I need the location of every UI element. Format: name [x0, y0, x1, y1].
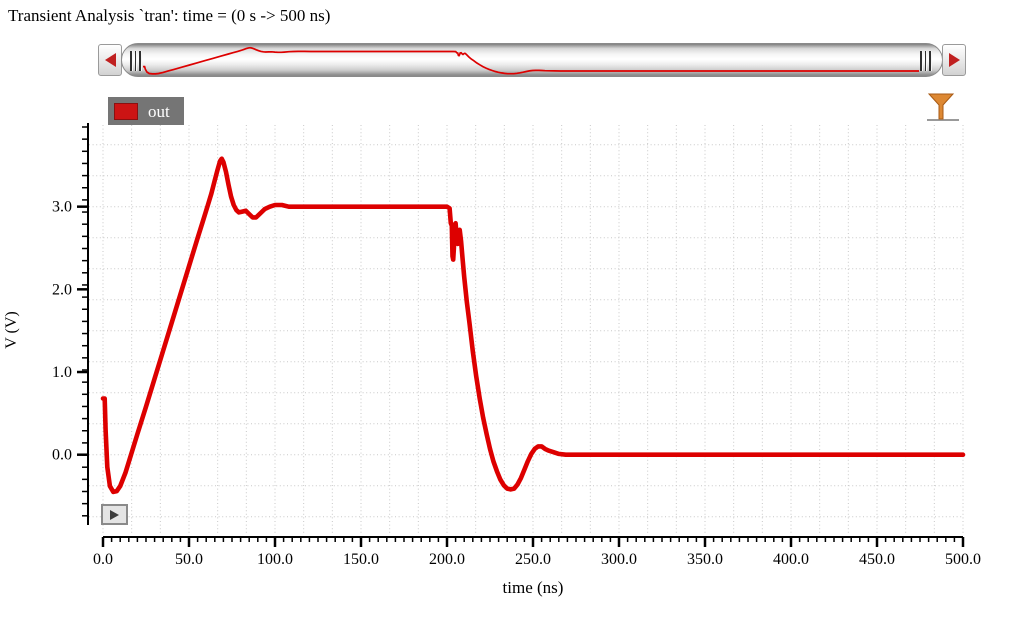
- waveform-out[interactable]: [100, 156, 966, 495]
- x-tick-label: 500.0: [945, 551, 981, 568]
- x-tick-label: 200.0: [429, 551, 465, 568]
- range-left-grip-icon[interactable]: [130, 51, 143, 71]
- window-title: Transient Analysis `tran': time = (0 s -…: [8, 6, 331, 25]
- overview-mini-waveform: [143, 46, 919, 75]
- legend-color-swatch-icon: [114, 102, 138, 120]
- overview-range-slider[interactable]: [121, 43, 943, 77]
- y-tick-label: 3.0: [52, 199, 72, 216]
- range-right-grip-icon[interactable]: [920, 51, 933, 71]
- legend-label: out: [148, 101, 170, 121]
- y-tick-label: 2.0: [52, 281, 72, 298]
- y-tick-label: 1.0: [52, 364, 72, 381]
- x-tick-label: 400.0: [773, 551, 809, 568]
- mini-waveform-out: [143, 46, 919, 75]
- funnel-icon: [927, 93, 955, 120]
- legend-item-out[interactable]: out: [108, 97, 184, 125]
- plot-corner-bracket: [927, 119, 959, 121]
- strip-play-button[interactable]: [101, 504, 128, 525]
- scroll-right-arrow-icon: [948, 53, 960, 67]
- play-icon: [110, 509, 119, 520]
- x-tick-label: 0.0: [93, 551, 113, 568]
- y-axis-title: V (V): [3, 311, 20, 348]
- filter-funnel-button[interactable]: [925, 92, 959, 122]
- x-axis-title: time (ns): [503, 578, 564, 597]
- x-tick-label: 250.0: [515, 551, 551, 568]
- x-tick-label: 150.0: [343, 551, 379, 568]
- scroll-right-button[interactable]: [942, 44, 966, 76]
- y-tick-label: 0.0: [52, 447, 72, 464]
- x-tick-label: 450.0: [859, 551, 895, 568]
- x-tick-label: 300.0: [601, 551, 637, 568]
- scroll-left-arrow-icon: [104, 53, 116, 67]
- x-tick-label: 100.0: [257, 551, 293, 568]
- x-tick-label: 350.0: [687, 551, 723, 568]
- x-tick-label: 50.0: [175, 551, 203, 568]
